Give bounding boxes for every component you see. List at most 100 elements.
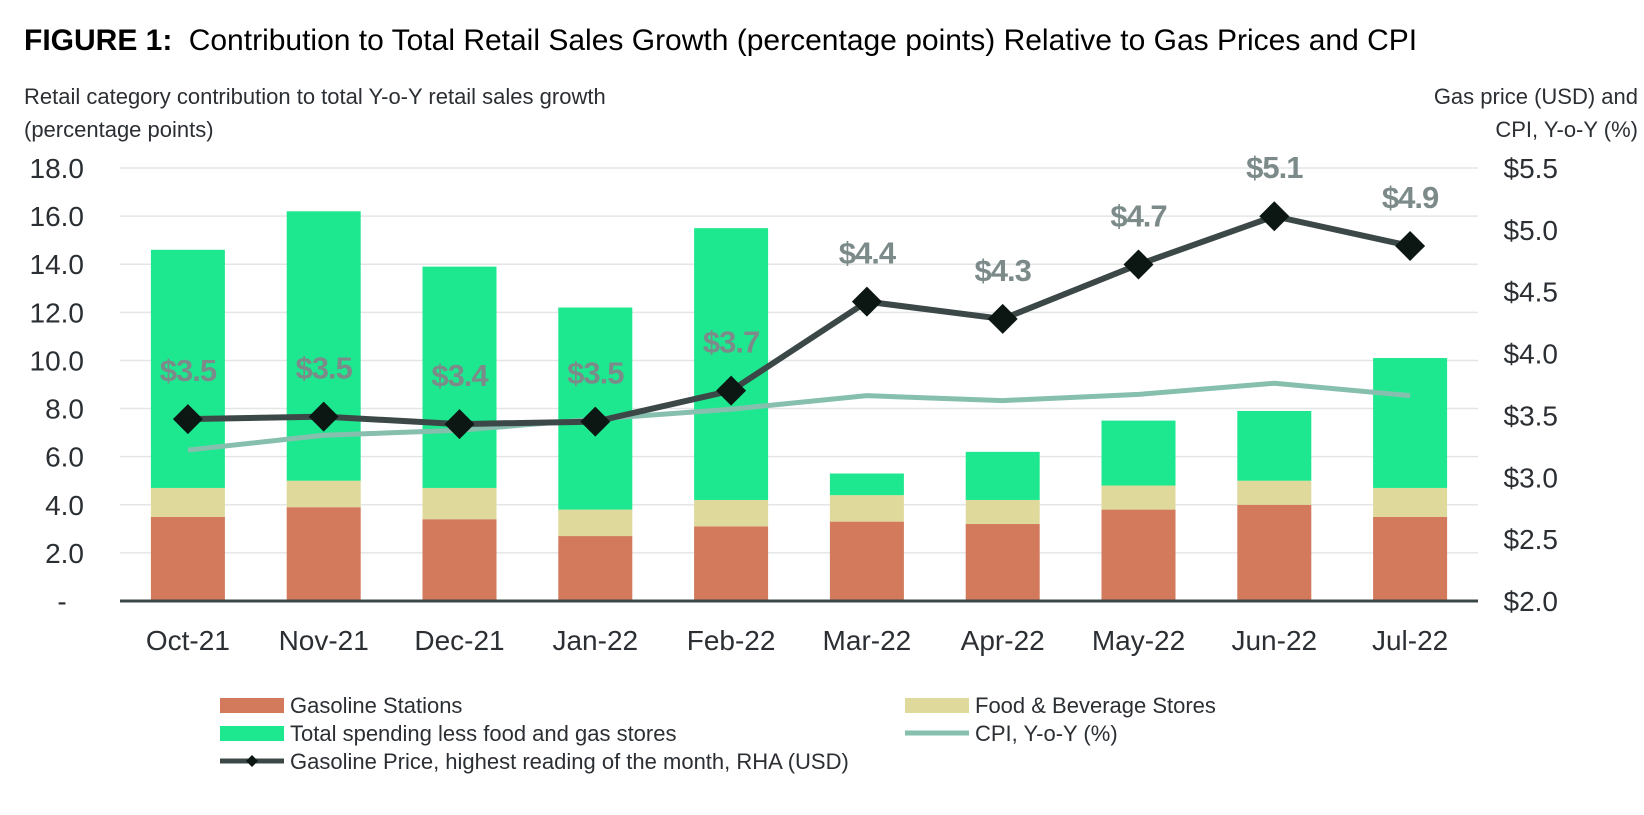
legend-label: Food & Beverage Stores	[975, 693, 1216, 718]
gas-price-marker	[1123, 249, 1154, 280]
y2-tick-label: $5.5	[1504, 153, 1559, 184]
bar-gasoline-stations	[1373, 516, 1448, 601]
y-axis-title-line1: Retail category contribution to total Y-…	[24, 84, 606, 109]
gas-price-line	[187, 213, 1411, 428]
y2-tick-label: $2.0	[1504, 586, 1559, 617]
gas-price-label: $3.7	[703, 325, 759, 360]
gas-price-marker	[580, 406, 611, 437]
gas-price-marker	[1259, 201, 1290, 232]
y2-tick-label: $5.0	[1504, 215, 1559, 246]
gas-price-label: $5.1	[1246, 150, 1303, 185]
bar-food-beverage	[694, 499, 769, 527]
gas-price-marker	[308, 401, 339, 432]
bar-gasoline-stations	[1237, 504, 1312, 601]
lines	[172, 201, 1426, 453]
y-tick-label: 12.0	[30, 297, 85, 328]
legend-label: Gasoline Price, highest reading of the m…	[290, 749, 849, 774]
y-tick-label: 16.0	[30, 201, 85, 232]
gas-price-label: $4.9	[1382, 180, 1439, 215]
price-labels: $3.5 $3.5 $3.4 $3.5 $3.7 $4.4 $4.3 $4.7 $5.1 $4.9	[160, 150, 1440, 393]
y-tick-label: 8.0	[45, 394, 84, 425]
bar-total-less-food-gas	[1373, 358, 1448, 488]
legend-swatch	[220, 726, 284, 741]
y2-axis-title-line1: Gas price (USD) and	[1434, 84, 1638, 109]
y2-tick-label: $4.5	[1504, 277, 1559, 308]
gas-price-label: $4.4	[839, 236, 897, 271]
bar-gasoline-stations	[829, 521, 904, 601]
bars	[150, 211, 1448, 601]
x-tick-label: Jan-22	[552, 625, 638, 656]
y-tick-label: 10.0	[30, 345, 85, 376]
x-tick-label: Dec-21	[414, 625, 504, 656]
chart-title-prefix: FIGURE 1:	[24, 24, 172, 57]
bar-food-beverage	[286, 480, 361, 508]
gas-price-label: $3.4	[431, 358, 489, 393]
bar-total-less-food-gas	[694, 228, 769, 500]
bar-gasoline-stations	[558, 536, 633, 601]
bar-food-beverage	[1237, 480, 1312, 505]
gas-price-marker	[444, 409, 475, 440]
cpi-line	[187, 380, 1411, 453]
chart-title-text: Contribution to Total Retail Sales Growt…	[189, 24, 1417, 57]
bar-food-beverage	[150, 487, 225, 517]
y-axis-title-line2: (percentage points)	[24, 117, 214, 142]
x-tick-label: Mar-22	[823, 625, 912, 656]
gas-price-label: $4.3	[975, 253, 1032, 288]
bar-gasoline-stations	[1101, 509, 1176, 601]
legend-label: Gasoline Stations	[290, 693, 462, 718]
y-tick-label: 6.0	[45, 442, 84, 473]
x-tick-label: Jul-22	[1372, 625, 1448, 656]
bar-food-beverage	[1101, 485, 1176, 510]
bar-total-less-food-gas	[1101, 420, 1176, 486]
gas-price-marker	[1395, 230, 1426, 261]
legend-marker	[246, 755, 258, 767]
x-tick-label: Nov-21	[279, 625, 369, 656]
bar-gasoline-stations	[422, 519, 497, 601]
y2-tick-label: $3.0	[1504, 462, 1559, 493]
x-tick-label: Jun-22	[1231, 625, 1317, 656]
bar-total-less-food-gas	[1237, 410, 1312, 481]
bar-total-less-food-gas	[829, 473, 904, 496]
y2-tick-label: $2.5	[1504, 524, 1559, 555]
y-tick-label: 18.0	[30, 153, 85, 184]
legend-label: Total spending less food and gas stores	[290, 721, 676, 746]
x-tick-label: Oct-21	[146, 625, 230, 656]
gas-price-marker	[172, 404, 203, 435]
x-tick-label: May-22	[1092, 625, 1185, 656]
y-tick-label: -	[57, 586, 66, 617]
y2-tick-label: $4.0	[1504, 339, 1559, 370]
gas-price-marker	[987, 303, 1018, 334]
y-tick-label: 14.0	[30, 249, 85, 280]
axes: - 2.0 4.0 6.0 8.0 10.0 12.0 14.0 16.0 18.0 $2.0 $2.…	[30, 153, 1559, 656]
y-tick-label: 2.0	[45, 538, 84, 569]
legend-swatch	[905, 698, 969, 713]
gas-price-label: $3.5	[567, 356, 624, 391]
x-tick-label: Apr-22	[961, 625, 1045, 656]
gas-price-marker	[851, 286, 882, 317]
bar-food-beverage	[829, 495, 904, 522]
bar-total-less-food-gas	[965, 451, 1040, 500]
y2-axis-title-line2: CPI, Y-o-Y (%)	[1495, 117, 1638, 142]
bar-food-beverage	[422, 487, 497, 520]
bar-food-beverage	[558, 509, 633, 537]
x-tick-label: Feb-22	[687, 625, 776, 656]
legend-label: CPI, Y-o-Y (%)	[975, 721, 1118, 746]
chart-title: FIGURE 1: Contribution to Total Retail S…	[24, 24, 1417, 57]
legend-swatch	[220, 698, 284, 713]
bar-total-less-food-gas	[422, 266, 497, 488]
gas-price-marker	[716, 375, 747, 406]
gas-price-label: $4.7	[1110, 198, 1166, 233]
gas-price-label: $3.5	[296, 351, 353, 386]
bar-gasoline-stations	[965, 524, 1040, 601]
gas-price-label: $3.5	[160, 353, 217, 388]
y-tick-label: 4.0	[45, 490, 84, 521]
bar-gasoline-stations	[150, 516, 225, 601]
y2-tick-label: $3.5	[1504, 400, 1559, 431]
bar-gasoline-stations	[694, 526, 769, 601]
bar-gasoline-stations	[286, 507, 361, 601]
bar-food-beverage	[1373, 487, 1448, 517]
legend: Gasoline Stations Food & Beverage Stores T…	[220, 693, 1216, 774]
bar-food-beverage	[965, 499, 1040, 525]
